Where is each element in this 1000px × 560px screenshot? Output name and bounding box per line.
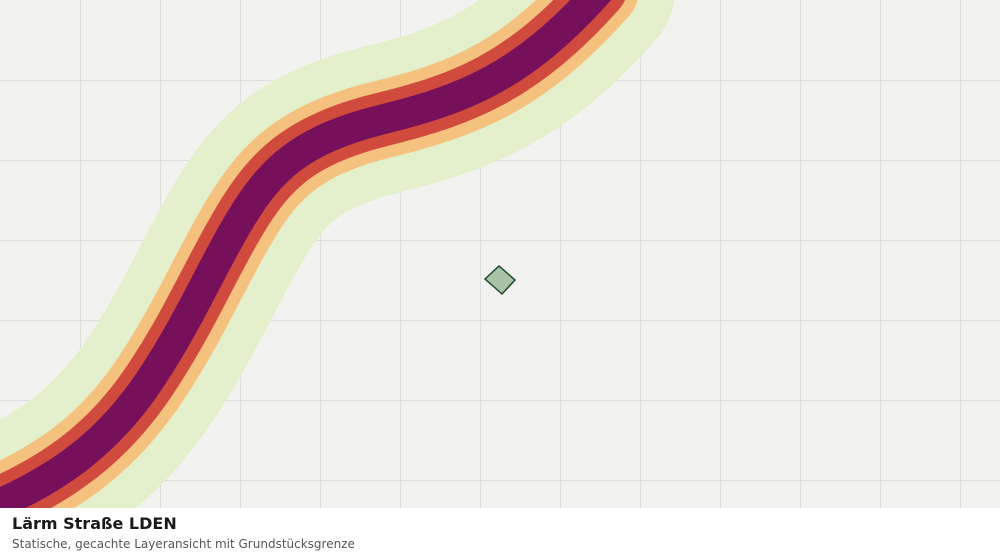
map bbox=[0, 0, 1000, 508]
noise-bands bbox=[0, 0, 674, 508]
caption: Lärm Straße LDEN Statische, gecachte Lay… bbox=[0, 508, 1000, 560]
parcel-boundary[interactable] bbox=[483, 264, 517, 296]
layer-subtitle: Statische, gecachte Layeransicht mit Gru… bbox=[12, 537, 355, 551]
layer-title: Lärm Straße LDEN bbox=[12, 514, 177, 533]
noise-band-very-high bbox=[0, 0, 612, 508]
